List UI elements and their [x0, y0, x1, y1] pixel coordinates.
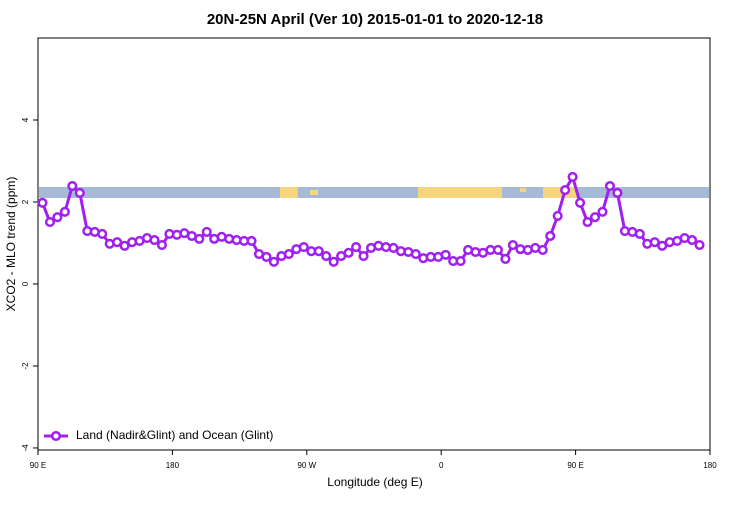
data-point — [328, 256, 339, 267]
data-point — [321, 251, 332, 262]
data-point — [687, 235, 698, 246]
data-point — [582, 217, 593, 228]
y-tick-label: 0 — [21, 281, 30, 286]
data-point — [74, 187, 85, 199]
data-point — [67, 180, 78, 192]
data-point — [507, 239, 518, 251]
data-point — [283, 248, 294, 260]
data-point — [298, 242, 309, 253]
data-point — [343, 247, 354, 258]
legend-marker — [50, 430, 62, 442]
data-point — [351, 242, 362, 253]
data-point — [313, 246, 324, 257]
data-point — [268, 256, 279, 267]
data-point — [261, 251, 272, 262]
y-axis-label: XCO2 - MLO trend (ppm) — [4, 177, 18, 312]
data-point — [59, 206, 70, 217]
legend-label: Land (Nadir&Glint) and Ocean (Glint) — [76, 428, 273, 442]
data-point — [694, 239, 705, 251]
data-point — [44, 217, 55, 228]
x-tick-label: 90 W — [297, 461, 316, 470]
data-point — [156, 239, 167, 251]
data-point — [37, 197, 48, 208]
plot-frame — [37, 37, 711, 451]
x-tick-label: 180 — [166, 461, 180, 470]
data-point — [545, 230, 556, 242]
data-point — [604, 180, 615, 192]
y-tick-label: 2 — [21, 199, 30, 204]
x-axis-label: Longitude (deg E) — [327, 475, 422, 489]
data-point — [119, 240, 130, 251]
map-strip — [39, 187, 709, 198]
x-tick-label: 90 E — [30, 461, 46, 470]
data-point — [500, 253, 511, 265]
data-point — [589, 212, 601, 223]
data-point — [149, 235, 160, 246]
data-point — [649, 237, 660, 248]
data-point — [194, 233, 205, 244]
data-point — [201, 226, 212, 237]
data-point — [567, 171, 578, 183]
data-point — [560, 185, 571, 196]
data-point — [634, 228, 645, 240]
y-tick-label: -2 — [21, 362, 30, 370]
data-point — [97, 228, 108, 240]
data-point — [358, 251, 369, 262]
y-tick-label: 4 — [21, 117, 30, 122]
data-point — [552, 210, 563, 221]
data-point — [657, 240, 668, 251]
data-point — [112, 237, 123, 248]
x-tick-label: 90 E — [567, 461, 583, 470]
data-point — [52, 212, 63, 223]
data-point — [597, 206, 608, 217]
data-point — [455, 255, 466, 267]
x-tick-label: 0 — [439, 461, 444, 470]
chart-title: 20N-25N April (Ver 10) 2015-01-01 to 202… — [207, 11, 543, 28]
data-point — [410, 248, 421, 260]
data-point — [492, 244, 503, 255]
y-tick-label: -4 — [21, 444, 30, 452]
data-point — [537, 244, 548, 255]
x-tick-label: 180 — [703, 461, 717, 470]
data-point — [612, 187, 623, 199]
data-point — [440, 249, 451, 260]
data-point — [575, 197, 586, 208]
data-point — [246, 235, 257, 246]
